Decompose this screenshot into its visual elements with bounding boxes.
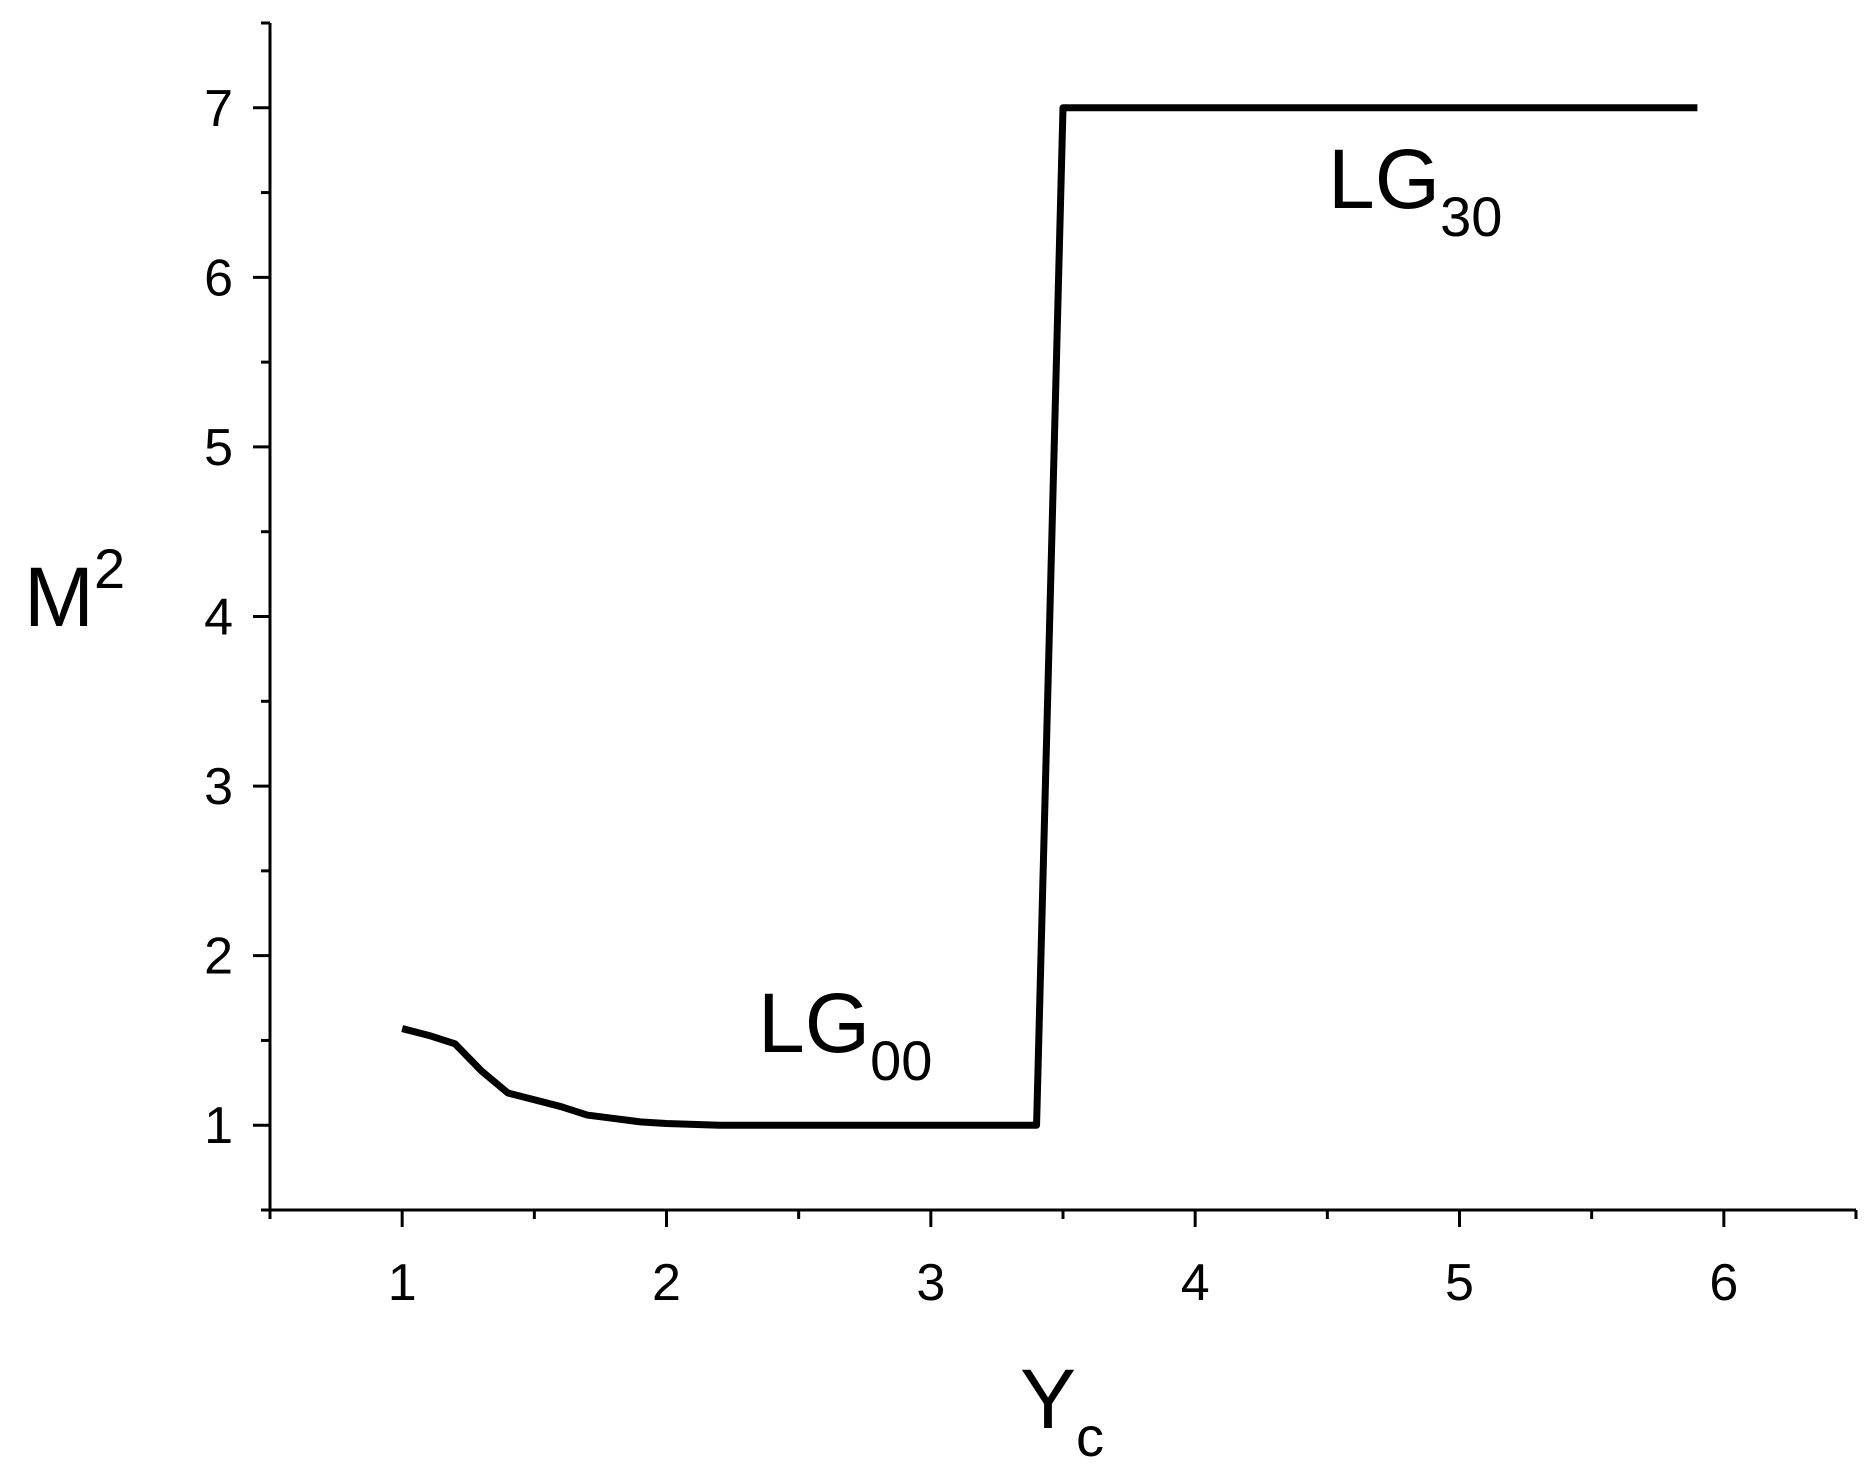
- annotation-sub: 30: [1440, 185, 1502, 248]
- y-tick-label: 2: [204, 928, 233, 986]
- x-tick-label: 2: [652, 1254, 681, 1312]
- x-tick-label: 5: [1445, 1254, 1474, 1312]
- data-line: [401, 104, 1698, 1129]
- y-axis-label-sup: 2: [94, 537, 125, 600]
- annotation-sub: 00: [870, 1029, 932, 1092]
- annotation-base: LG: [1328, 132, 1440, 226]
- annotation: LG30: [1328, 132, 1502, 248]
- x-tick-label: 6: [1709, 1254, 1738, 1312]
- y-tick-label: 5: [204, 419, 233, 477]
- x-tick-label: 4: [1181, 1254, 1210, 1312]
- x-axis-label-base: Y: [1020, 1352, 1076, 1446]
- y-tick-label: 7: [204, 80, 233, 138]
- annotation: LG00: [758, 976, 932, 1092]
- y-tick-label: 4: [204, 589, 233, 647]
- y-tick-label: 6: [204, 249, 233, 307]
- y-tick-label: 1: [204, 1097, 233, 1155]
- annotation-base: LG: [758, 976, 870, 1070]
- y-axis-label-base: M: [24, 550, 94, 644]
- x-tick-label: 3: [916, 1254, 945, 1312]
- x-tick-label: 1: [388, 1254, 417, 1312]
- x-axis-label-sub: c: [1076, 1405, 1104, 1468]
- y-tick-label: 3: [204, 758, 233, 816]
- x-axis-label: Yc: [1020, 1352, 1104, 1468]
- y-axis-label: M2: [24, 537, 125, 644]
